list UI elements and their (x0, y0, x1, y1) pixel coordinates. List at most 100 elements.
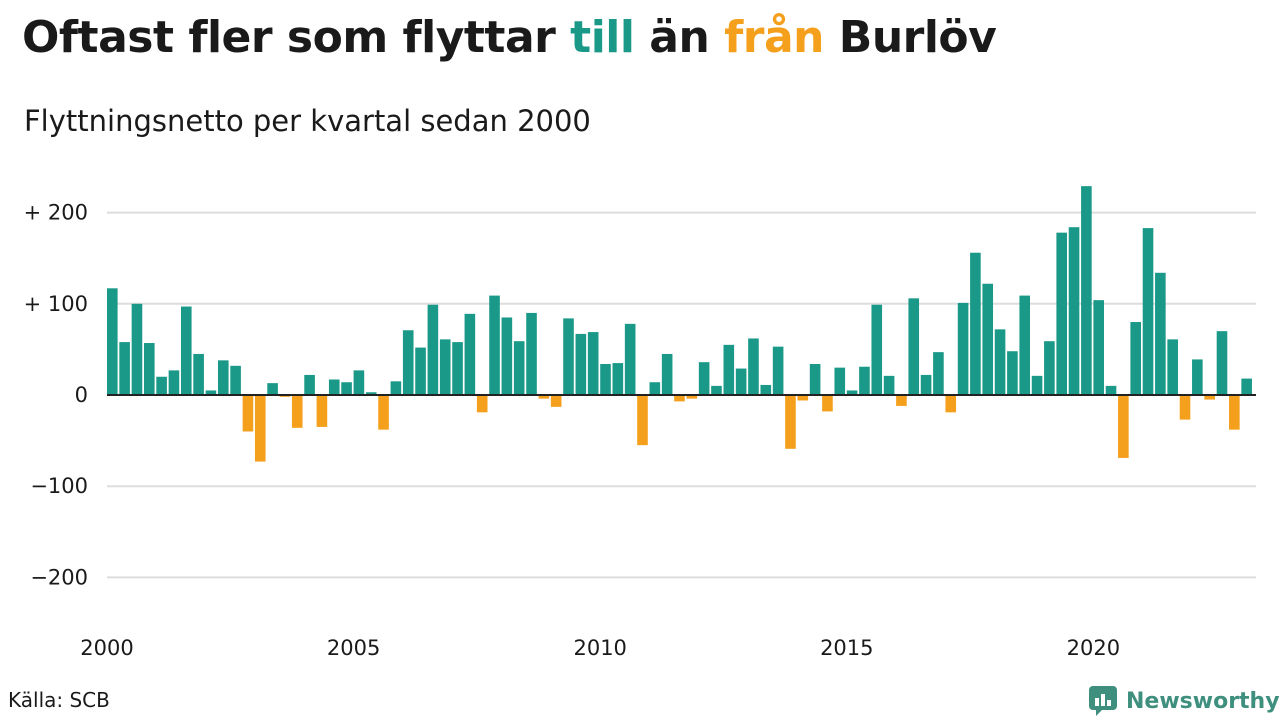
bar (550, 395, 562, 407)
bar (1118, 395, 1129, 458)
bar (846, 390, 858, 395)
bar (427, 304, 439, 395)
bar (1179, 395, 1191, 420)
y-tick-label: −100 (30, 474, 88, 498)
x-tick-label: 2010 (573, 636, 626, 660)
bar (637, 395, 648, 446)
bar (1130, 322, 1141, 395)
bar (390, 381, 402, 395)
bar (230, 365, 241, 395)
bar (871, 304, 883, 395)
bar (402, 330, 414, 395)
bar (464, 313, 476, 395)
bar (415, 347, 426, 395)
bar (143, 343, 155, 395)
bar (193, 353, 204, 395)
bar (439, 339, 451, 395)
bar (180, 306, 192, 395)
bar (341, 382, 352, 395)
bar (822, 395, 833, 412)
bar-chart: + 200 + 100 0 −100 −200 2000 2005 2010 2015 2020 (24, 186, 1256, 660)
bar (674, 395, 685, 402)
bar (686, 395, 698, 399)
bar (698, 362, 710, 395)
x-axis: 2000 2005 2010 2015 2020 (80, 636, 1120, 660)
gridlines (107, 211, 1256, 579)
bar (883, 375, 895, 395)
bar (723, 344, 735, 395)
bar (489, 295, 500, 395)
bar (748, 338, 759, 395)
bar (1105, 385, 1117, 395)
bar (538, 395, 550, 399)
bar (365, 392, 377, 395)
bar (476, 395, 488, 413)
bar (316, 395, 328, 427)
bar (378, 395, 389, 430)
bar (649, 382, 661, 395)
bar (575, 333, 587, 395)
title-word-fran: från (724, 12, 824, 63)
bar (1204, 395, 1215, 400)
bar (624, 323, 636, 395)
y-tick-label: + 200 (24, 201, 88, 225)
bar (353, 370, 365, 395)
bar (217, 360, 229, 395)
logo-text: Newsworthy (1126, 688, 1280, 714)
chart-subtitle: Flyttningsnetto per kvartal sedan 2000 (24, 104, 591, 138)
bar (1019, 295, 1031, 395)
bar (970, 252, 981, 395)
bar (994, 329, 1006, 395)
bar (945, 395, 957, 413)
bar (1241, 378, 1252, 395)
bar (908, 298, 920, 395)
bar (205, 390, 217, 395)
x-tick-label: 2015 (820, 636, 873, 660)
bar (452, 342, 463, 395)
chart-title: Oftast fler som flyttar till än från Bur… (22, 12, 997, 63)
bar (896, 395, 907, 406)
bar (304, 374, 315, 395)
y-tick-label: −200 (30, 565, 88, 589)
bar (1229, 395, 1240, 430)
title-part-1: Oftast fler som flyttar (22, 12, 571, 63)
y-tick-label: + 100 (24, 292, 88, 316)
title-part-3: Burlöv (823, 12, 997, 63)
bar (1044, 341, 1055, 395)
bar (501, 317, 513, 395)
bar (1167, 339, 1178, 395)
bar (612, 363, 624, 395)
bar (1007, 351, 1018, 395)
y-tick-label: 0 (75, 383, 88, 407)
bar (168, 370, 180, 395)
bar (267, 383, 278, 395)
bar (735, 368, 747, 395)
bar (920, 374, 932, 395)
bar (711, 385, 722, 395)
bar (587, 332, 599, 395)
bar (1031, 375, 1043, 395)
y-axis: + 200 + 100 0 −100 −200 (24, 201, 88, 590)
bar (1155, 272, 1166, 395)
bar (859, 366, 870, 395)
bar (254, 395, 266, 462)
bar (797, 395, 809, 401)
bar (1142, 228, 1154, 395)
bar (513, 341, 525, 395)
newsworthy-logo-icon (1089, 686, 1117, 716)
bar (772, 346, 784, 395)
bar (107, 288, 118, 395)
x-tick-label: 2020 (1067, 636, 1120, 660)
bar (1081, 186, 1092, 395)
bar (933, 352, 944, 395)
x-tick-label: 2000 (80, 636, 133, 660)
bars (107, 186, 1252, 462)
bar (119, 342, 130, 395)
title-word-till: till (570, 12, 635, 63)
bar (600, 363, 611, 395)
bar (1056, 232, 1068, 395)
bar (957, 302, 969, 395)
bar (785, 395, 796, 449)
bar (1068, 227, 1080, 395)
bar (982, 283, 994, 395)
